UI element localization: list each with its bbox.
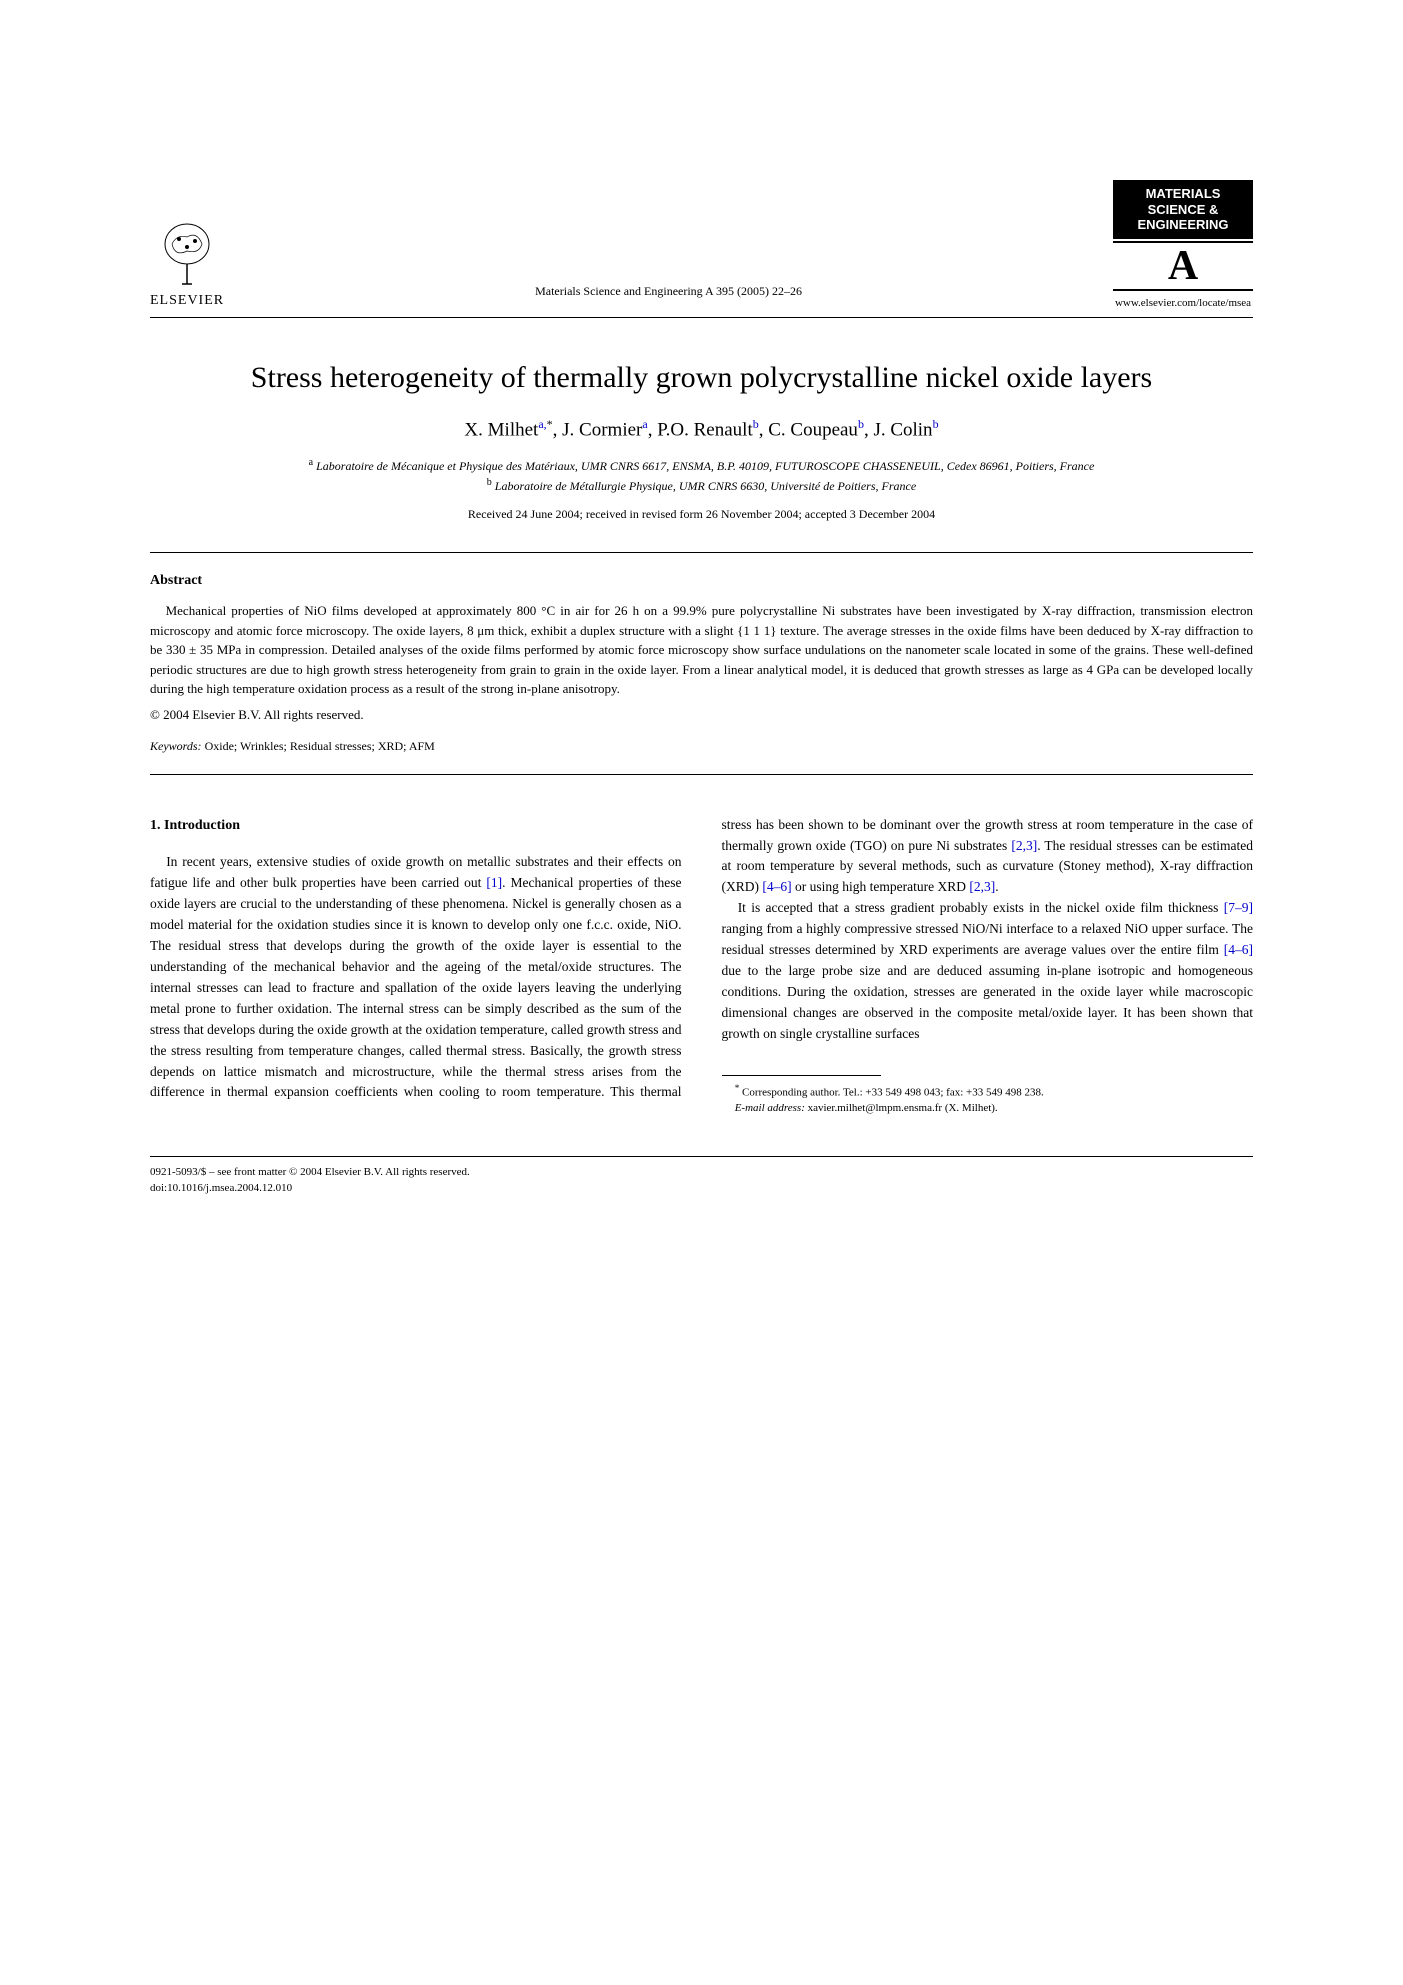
footnote-divider <box>722 1075 881 1076</box>
elsevier-logo: ELSEVIER <box>150 219 224 309</box>
elsevier-name: ELSEVIER <box>150 293 224 309</box>
body-columns: 1. Introduction In recent years, extensi… <box>150 815 1253 1117</box>
article-dates: Received 24 June 2004; received in revis… <box>150 507 1253 522</box>
journal-logo-line3: ENGINEERING <box>1123 217 1243 233</box>
journal-logo-box: MATERIALS SCIENCE & ENGINEERING <box>1113 180 1253 239</box>
journal-logo-letter: A <box>1113 241 1253 291</box>
divider <box>150 774 1253 775</box>
divider <box>150 552 1253 553</box>
journal-reference: Materials Science and Engineering A 395 … <box>224 284 1113 309</box>
corresponding-author-footnote: * Corresponding author. Tel.: +33 549 49… <box>722 1082 1254 1101</box>
elsevier-tree-icon <box>157 219 217 289</box>
section-1-heading: 1. Introduction <box>150 815 682 837</box>
affiliation-b: b Laboratoire de Métallurgie Physique, U… <box>150 475 1253 495</box>
ref-link[interactable]: [7–9] <box>1224 900 1253 915</box>
keywords-text: Oxide; Wrinkles; Residual stresses; XRD;… <box>205 739 435 753</box>
header-row: ELSEVIER Materials Science and Engineeri… <box>150 180 1253 318</box>
abstract-copyright: © 2004 Elsevier B.V. All rights reserved… <box>150 707 1253 723</box>
footer-doi: doi:10.1016/j.msea.2004.12.010 <box>150 1181 1253 1196</box>
email-footnote: E-mail address: xavier.milhet@lmpm.ensma… <box>722 1101 1254 1116</box>
authors: X. Milheta,*, J. Cormiera, P.O. Renaultb… <box>150 417 1253 441</box>
ref-link[interactable]: [2,3] <box>969 879 995 894</box>
journal-logo-line1: MATERIALS <box>1123 186 1243 202</box>
keywords: Keywords: Oxide; Wrinkles; Residual stre… <box>150 739 1253 754</box>
journal-url[interactable]: www.elsevier.com/locate/msea <box>1115 297 1251 309</box>
affiliations: a Laboratoire de Mécanique et Physique d… <box>150 455 1253 495</box>
journal-logo-line2: SCIENCE & <box>1123 202 1243 218</box>
article-title: Stress heterogeneity of thermally grown … <box>150 358 1253 397</box>
ref-link[interactable]: [2,3] <box>1011 838 1037 853</box>
ref-link[interactable]: [4–6] <box>762 879 791 894</box>
intro-paragraph-2: It is accepted that a stress gradient pr… <box>722 898 1254 1044</box>
ref-link[interactable]: [4–6] <box>1224 942 1253 957</box>
abstract-heading: Abstract <box>150 573 1253 589</box>
abstract-text: Mechanical properties of NiO films devel… <box>150 601 1253 699</box>
journal-logo: MATERIALS SCIENCE & ENGINEERING A www.el… <box>1113 180 1253 309</box>
ref-link[interactable]: [1] <box>486 875 502 890</box>
footer-copyright: 0921-5093/$ – see front matter © 2004 El… <box>150 1165 1253 1180</box>
footer: 0921-5093/$ – see front matter © 2004 El… <box>150 1156 1253 1196</box>
keywords-label: Keywords: <box>150 739 202 753</box>
affiliation-a: a Laboratoire de Mécanique et Physique d… <box>150 455 1253 475</box>
footnote-block: * Corresponding author. Tel.: +33 549 49… <box>722 1075 1254 1116</box>
